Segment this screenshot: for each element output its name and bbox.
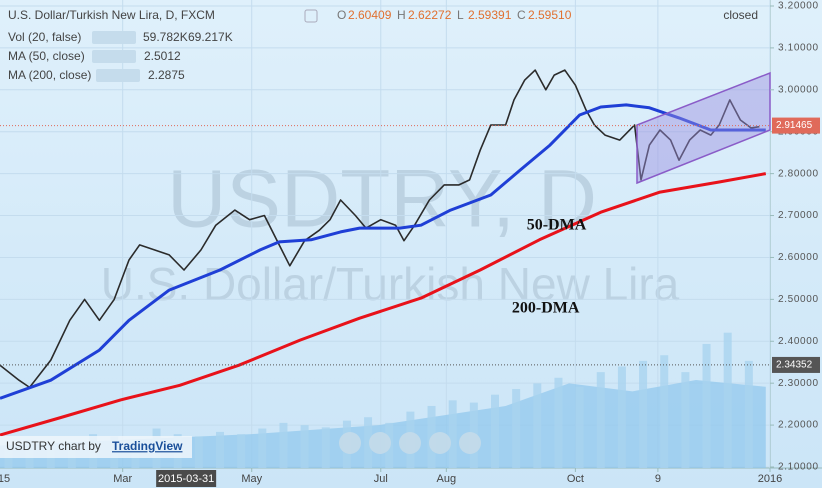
ma-line (0, 172, 767, 437)
volume-bar (554, 377, 563, 468)
volume-bar (681, 372, 690, 468)
y-tick-label: 3.20000 (778, 1, 818, 12)
legend-label: Vol (20, false) (8, 30, 81, 44)
x-tick-label: 2016 (758, 473, 782, 485)
ohlc-value: 2.60409 (348, 8, 392, 22)
watermark-description: U.S. Dollar/Turkish New Lira (101, 258, 680, 310)
x-tick-label: May (241, 473, 262, 485)
x-tick-label: Mar (113, 473, 132, 485)
ohlc-value: 2.62272 (408, 8, 452, 22)
volume-bar (448, 400, 457, 468)
volume-bar (258, 428, 267, 468)
nav-button[interactable] (339, 432, 361, 454)
legend-icons[interactable] (96, 69, 140, 82)
x-tick-label: Jul (374, 473, 388, 485)
volume-bar (194, 436, 203, 468)
price-tag-label: 2.91465 (776, 120, 813, 131)
volume-bar (660, 355, 669, 468)
y-tick-label: 2.30000 (778, 378, 818, 389)
crosshair-x-box (156, 470, 217, 487)
y-tick-label: 3.10000 (778, 43, 818, 54)
price-tag (772, 356, 820, 373)
crosshair-x-label: 2015-03-31 (158, 473, 214, 485)
overlay: 50-DMA 200-DMA (0, 125, 770, 366)
annotation: 50-DMA (527, 217, 587, 234)
volume-bar (491, 394, 499, 468)
icon[interactable] (304, 9, 318, 23)
x-tick-label: 9 (655, 473, 661, 485)
legend-value: 2.5012 (144, 49, 181, 63)
volume-bar (512, 389, 521, 468)
legend-label: MA (200, close) (8, 68, 91, 82)
legend-value: 69.217K (188, 30, 233, 44)
volume-bar (702, 343, 711, 468)
volume-bar (364, 417, 373, 468)
volume-bar (300, 425, 309, 468)
volume-bar (216, 431, 224, 468)
y-tick-label: 2.50000 (778, 294, 818, 305)
volume-bar (321, 427, 330, 468)
volume-bar (744, 360, 753, 468)
ohlc-value: 2.59391 (468, 8, 512, 22)
ohlc: O 2.60409 H 2.62272 L 2.59391 C 2.59510 (337, 8, 572, 22)
price-tag-label: 2.34352 (776, 360, 813, 371)
x-tick-label: Aug (437, 473, 457, 485)
y-tick-label: 2.70000 (778, 210, 818, 221)
legend-icons[interactable] (92, 31, 136, 44)
nav-button[interactable] (429, 432, 451, 454)
y-tick-label: 2.20000 (778, 420, 818, 431)
annotation: 200-DMA (512, 300, 580, 317)
volume-bar (723, 332, 732, 468)
volume-bar (237, 434, 246, 468)
volume-bar (639, 360, 648, 468)
legend-value: 59.782K (143, 30, 188, 44)
nav-buttons (339, 432, 481, 454)
price-line (0, 69, 760, 389)
legend-value: 2.2875 (148, 68, 185, 82)
footer-text: USDTRY chart by (6, 439, 101, 453)
y-tick-label: 3.00000 (778, 84, 818, 95)
volume-bar (596, 372, 605, 468)
nav-button[interactable] (399, 432, 421, 454)
legend-icons[interactable] (92, 50, 136, 63)
ohlc-key: H (397, 8, 406, 22)
x-tick-label: 2015 (0, 473, 10, 485)
nav-button[interactable] (369, 432, 391, 454)
x-tick-label: Oct (567, 473, 584, 485)
footer-link[interactable]: TradingView (112, 439, 183, 453)
volume-bar (533, 383, 542, 468)
y-tick-label: 2.60000 (778, 252, 818, 263)
nav-button[interactable] (459, 432, 481, 454)
footer-box (0, 436, 192, 458)
market-status: closed (723, 8, 758, 22)
ohlc-key: L (457, 8, 464, 22)
trend-channel (636, 71, 771, 185)
ohlc-value: 2.59510 (528, 8, 572, 22)
chart-title: U.S. Dollar/Turkish New Lira, D, FXCM (8, 8, 215, 22)
ohlc-key: O (337, 8, 346, 22)
price-tag (772, 117, 820, 134)
volume-bar (617, 366, 626, 468)
y-tick-label: 2.80000 (778, 168, 818, 179)
y-tick-label: 2.10000 (778, 462, 818, 473)
y-tick-label: 2.40000 (778, 336, 818, 347)
ma-line (0, 103, 766, 400)
legend-label: MA (50, close) (8, 49, 85, 63)
volume-bar (575, 386, 584, 468)
ohlc-key: C (517, 8, 526, 22)
volume-bar (279, 422, 288, 468)
